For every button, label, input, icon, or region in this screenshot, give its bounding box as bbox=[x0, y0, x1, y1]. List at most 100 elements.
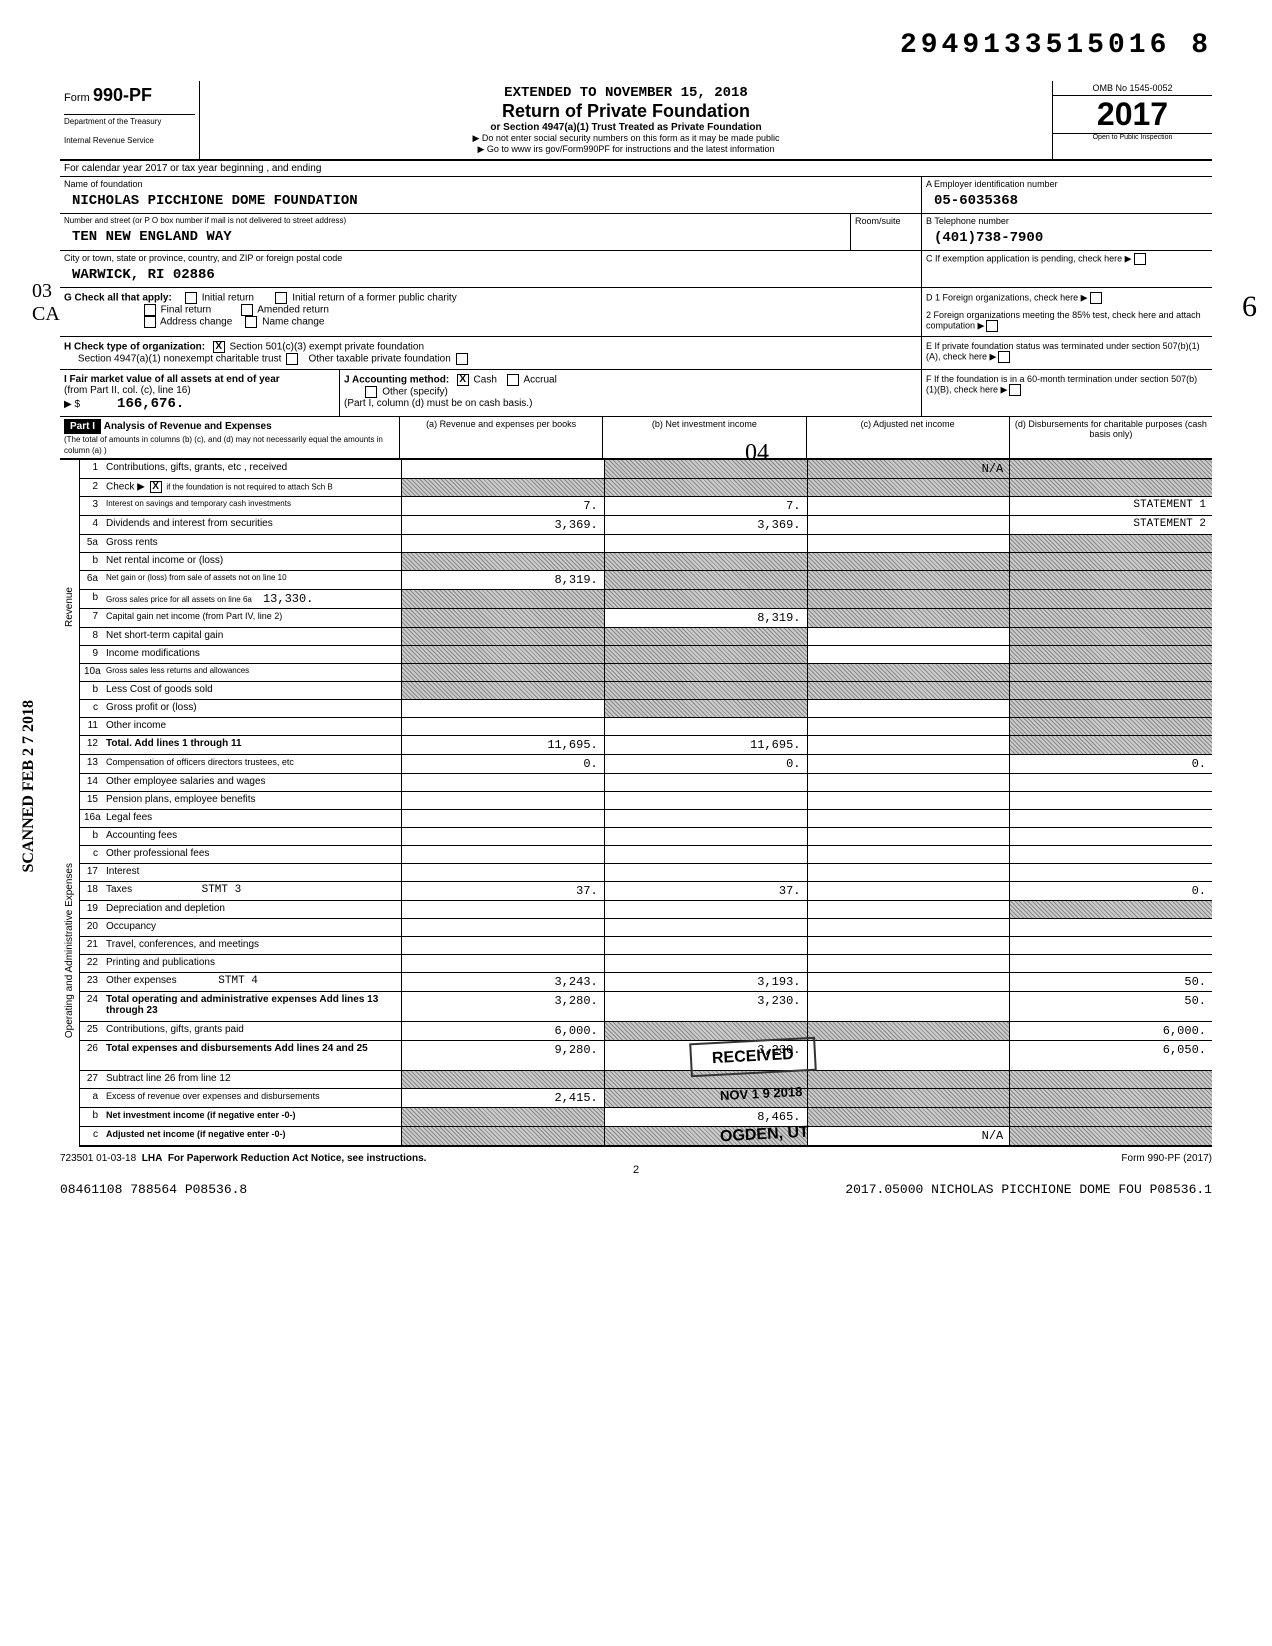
d2-label: 2 Foreign organizations meeting the 85% … bbox=[926, 310, 1208, 332]
line25: Contributions, gifts, grants paid bbox=[102, 1022, 402, 1040]
line19: Depreciation and depletion bbox=[102, 901, 402, 918]
part1-note: (The total of amounts in columns (b) (c)… bbox=[64, 435, 383, 455]
line15: Pension plans, employee benefits bbox=[102, 792, 402, 809]
footer-bottom-left: 08461108 788564 P08536.8 bbox=[60, 1182, 247, 1197]
calendar-year-row: For calendar year 2017 or tax year begin… bbox=[60, 161, 1212, 177]
j-other: Other (specify) bbox=[382, 387, 448, 398]
col-a-header: (a) Revenue and expenses per books bbox=[400, 417, 603, 458]
line27a: Excess of revenue over expenses and disb… bbox=[102, 1089, 402, 1107]
footer-code: 723501 01-03-18 bbox=[60, 1153, 136, 1164]
line27: Subtract line 26 from line 12 bbox=[102, 1071, 402, 1088]
scanned-stamp: SCANNED FEB 2 7 2018 bbox=[20, 700, 38, 872]
line2: Check ▶ X if the foundation is not requi… bbox=[102, 479, 402, 496]
omb-number: OMB No 1545-0052 bbox=[1053, 81, 1212, 96]
subtitle3: ▶ Go to www irs gov/Form990PF for instru… bbox=[204, 144, 1048, 155]
subtitle1: or Section 4947(a)(1) Trust Treated as P… bbox=[204, 122, 1048, 133]
line7: Capital gain net income (from Part IV, l… bbox=[102, 609, 402, 627]
received-stamp: RECEIVED bbox=[689, 1037, 816, 1078]
line18: Taxes STMT 3 bbox=[102, 882, 402, 900]
line14: Other employee salaries and wages bbox=[102, 774, 402, 791]
part1-title: Analysis of Revenue and Expenses bbox=[104, 421, 272, 432]
foundation-name: NICHOLAS PICCHIONE DOME FOUNDATION bbox=[60, 191, 921, 213]
phone-value: (401)738-7900 bbox=[922, 228, 1212, 250]
col-c-header: (c) Adjusted net income bbox=[807, 417, 1010, 458]
line1: Contributions, gifts, grants, etc , rece… bbox=[102, 460, 402, 478]
j-cash-checkbox[interactable]: X bbox=[457, 374, 469, 386]
document-number: 2949133515016 8 bbox=[60, 30, 1212, 61]
line26: Total expenses and disbursements Add lin… bbox=[102, 1041, 402, 1070]
e-label: E If private foundation status was termi… bbox=[926, 341, 1208, 363]
line17: Interest bbox=[102, 864, 402, 881]
i-arrow: ▶ $ bbox=[64, 399, 80, 410]
j-note: (Part I, column (d) must be on cash basi… bbox=[344, 398, 532, 409]
line16b: Accounting fees bbox=[102, 828, 402, 845]
extended-date: EXTENDED TO NOVEMBER 15, 2018 bbox=[204, 85, 1048, 101]
tax-year: 2017 bbox=[1053, 96, 1212, 133]
form-number: 990-PF bbox=[93, 85, 152, 105]
footer-paperwork: For Paperwork Reduction Act Notice, see … bbox=[168, 1153, 427, 1164]
stamp-ogden: OGDEN, UT bbox=[699, 1117, 829, 1154]
line11: Other income bbox=[102, 718, 402, 735]
h-opt2: Section 4947(a)(1) nonexempt charitable … bbox=[78, 354, 281, 365]
j-accrual: Accrual bbox=[523, 375, 556, 386]
footer-lha: LHA bbox=[142, 1153, 163, 1164]
h-opt1: Section 501(c)(3) exempt private foundat… bbox=[229, 342, 424, 353]
name-label: Name of foundation bbox=[60, 177, 921, 191]
city-label: City or town, state or province, country… bbox=[60, 251, 921, 265]
line27b: Net investment income (if negative enter… bbox=[102, 1108, 402, 1126]
return-title: Return of Private Foundation bbox=[204, 101, 1048, 122]
i-value: 166,676. bbox=[105, 394, 188, 416]
c-label: C If exemption application is pending, c… bbox=[922, 251, 1212, 267]
line16a: Legal fees bbox=[102, 810, 402, 827]
h-label: H Check type of organization: bbox=[64, 342, 205, 353]
f-label: F If the foundation is in a 60-month ter… bbox=[926, 374, 1208, 396]
line5a: Gross rents bbox=[102, 535, 402, 552]
line10c: Gross profit or (loss) bbox=[102, 700, 402, 717]
line23: Other expenses STMT 4 bbox=[102, 973, 402, 991]
g-address-change: Address change bbox=[160, 317, 232, 328]
address-value: TEN NEW ENGLAND WAY bbox=[60, 227, 850, 249]
expenses-label: Operating and Administrative Expenses bbox=[62, 823, 77, 1078]
g-label: G Check all that apply: bbox=[64, 293, 172, 304]
h-opt3: Other taxable private foundation bbox=[308, 354, 450, 365]
line9: Income modifications bbox=[102, 646, 402, 663]
page-number: 2 bbox=[60, 1164, 1212, 1176]
dept2: Internal Revenue Service bbox=[64, 134, 195, 145]
address-label: Number and street (or P O box number if … bbox=[60, 214, 850, 227]
i-label: I Fair market value of all assets at end… bbox=[64, 374, 280, 385]
margin-note-6: 6 bbox=[1242, 290, 1257, 324]
line5b: Net rental income or (loss) bbox=[102, 553, 402, 570]
col-b-header: (b) Net investment income bbox=[603, 417, 806, 458]
room-label: Room/suite bbox=[851, 214, 921, 228]
line24: Total operating and administrative expen… bbox=[102, 992, 402, 1021]
subtitle2: ▶ Do not enter social security numbers o… bbox=[204, 133, 1048, 144]
line22: Printing and publications bbox=[102, 955, 402, 972]
g-initial: Initial return bbox=[202, 293, 254, 304]
line4: Dividends and interest from securities bbox=[102, 516, 402, 534]
city-value: WARWICK, RI 02886 bbox=[60, 265, 921, 287]
d1-label: D 1 Foreign organizations, check here ▶ bbox=[926, 292, 1208, 304]
col-d-header: (d) Disbursements for charitable purpose… bbox=[1010, 417, 1212, 458]
line8: Net short-term capital gain bbox=[102, 628, 402, 645]
j-label: J Accounting method: bbox=[344, 375, 449, 386]
g-final: Final return bbox=[161, 305, 212, 316]
dept1: Department of the Treasury bbox=[64, 114, 195, 126]
line16c: Other professional fees bbox=[102, 846, 402, 863]
ein-label: A Employer identification number bbox=[922, 177, 1212, 191]
j-cash: Cash bbox=[474, 375, 497, 386]
line12: Total. Add lines 1 through 11 bbox=[102, 736, 402, 754]
line21: Travel, conferences, and meetings bbox=[102, 937, 402, 954]
line6a: Net gain or (loss) from sale of assets n… bbox=[102, 571, 402, 589]
phone-label: B Telephone number bbox=[922, 214, 1212, 228]
margin-note-04: 04 bbox=[745, 440, 769, 467]
form-prefix: Form bbox=[64, 92, 90, 104]
g-initial-former: Initial return of a former public charit… bbox=[292, 293, 457, 304]
g-amended: Amended return bbox=[257, 305, 329, 316]
footer-form-ref: Form 990-PF (2017) bbox=[1121, 1153, 1212, 1164]
open-inspection: Open to Public Inspection bbox=[1053, 133, 1212, 141]
g-name-change: Name change bbox=[262, 317, 324, 328]
h-checkbox-501c3[interactable]: X bbox=[213, 341, 225, 353]
revenue-label: Revenue bbox=[62, 547, 77, 667]
line27c: Adjusted net income (if negative enter -… bbox=[102, 1127, 402, 1145]
footer-bottom-right: 2017.05000 NICHOLAS PICCHIONE DOME FOU P… bbox=[845, 1182, 1212, 1197]
